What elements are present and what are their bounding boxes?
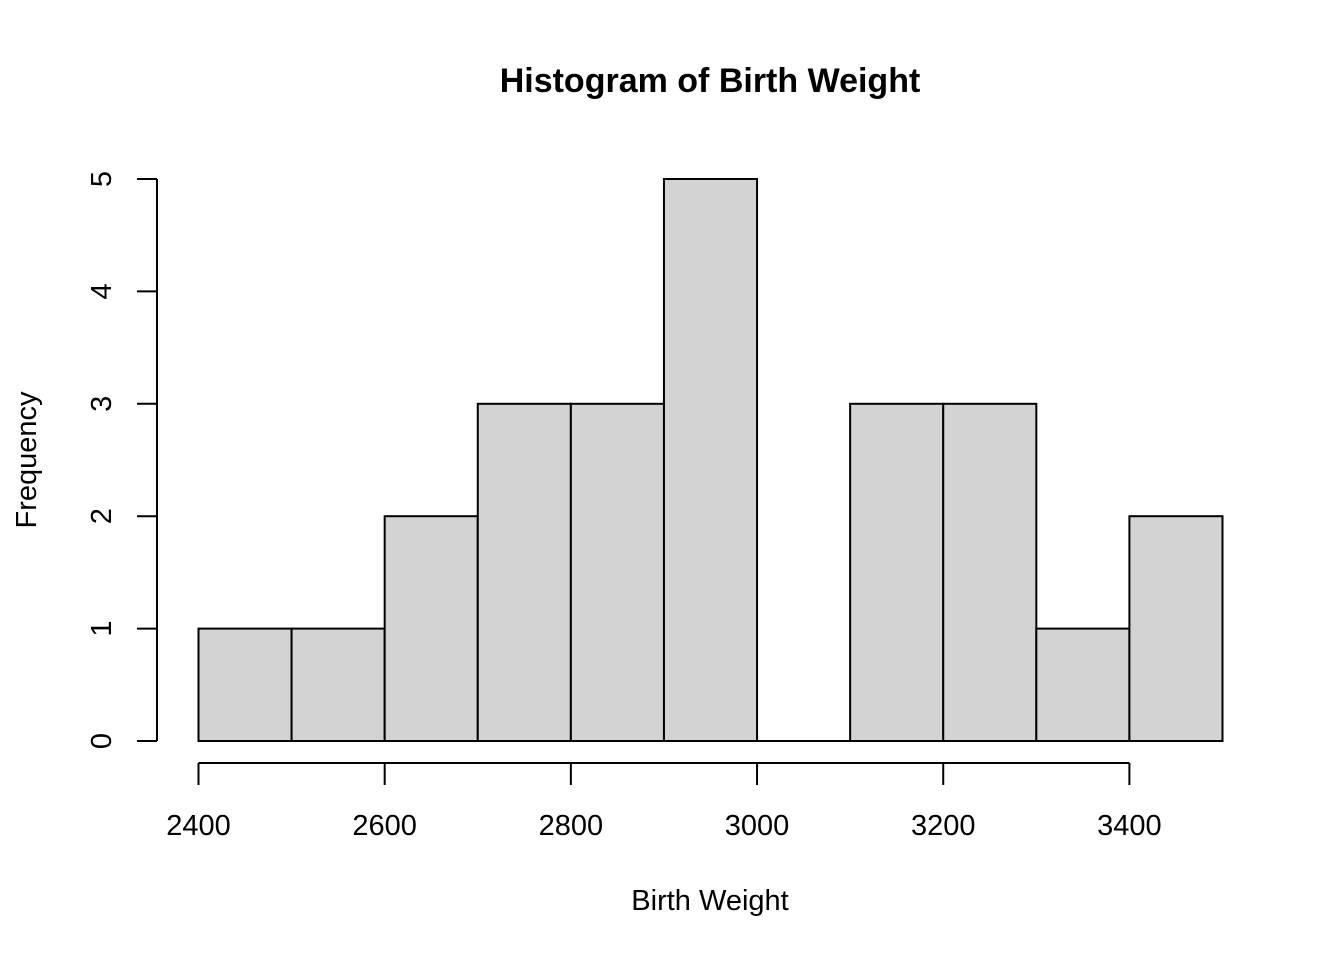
y-axis-label: Frequency <box>11 391 43 529</box>
x-tick-label-2: 2800 <box>539 810 604 842</box>
bars-group <box>197 178 1224 743</box>
y-tick-label-0: 0 <box>86 733 118 749</box>
x-axis-label: Birth Weight <box>631 885 788 917</box>
histogram-bar-7 <box>849 402 945 742</box>
y-axis: 0 1 2 3 4 5 <box>86 171 158 749</box>
histogram-bar-1 <box>290 627 386 742</box>
histogram-bar-10 <box>1128 515 1224 743</box>
y-tick-label-1: 1 <box>86 621 118 637</box>
x-tick-label-3: 3000 <box>725 810 790 842</box>
chart-title: Histogram of Birth Weight <box>500 62 921 100</box>
histogram-bar-0 <box>197 627 293 742</box>
histogram-bar-8 <box>942 402 1038 742</box>
y-tick-label-5: 5 <box>86 171 118 187</box>
histogram-bar-9 <box>1035 627 1131 742</box>
histogram-bar-3 <box>476 402 572 742</box>
x-tick-label-4: 3200 <box>911 810 976 842</box>
x-tick-label-0: 2400 <box>166 810 231 842</box>
y-tick-label-3: 3 <box>86 396 118 412</box>
x-axis: 2400 2600 2800 3000 3200 3400 <box>166 762 1162 842</box>
y-tick-label-2: 2 <box>86 508 118 524</box>
histogram-bar-4 <box>569 402 665 742</box>
y-tick-label-4: 4 <box>86 283 118 299</box>
histogram-bar-5 <box>662 178 759 742</box>
x-tick-label-1: 2600 <box>352 810 417 842</box>
histogram-bar-2 <box>383 515 479 743</box>
x-tick-label-5: 3400 <box>1097 810 1162 842</box>
